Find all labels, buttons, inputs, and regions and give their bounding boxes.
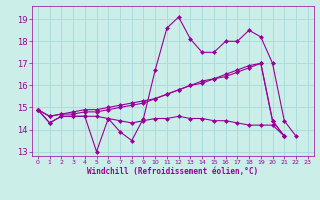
- X-axis label: Windchill (Refroidissement éolien,°C): Windchill (Refroidissement éolien,°C): [87, 167, 258, 176]
